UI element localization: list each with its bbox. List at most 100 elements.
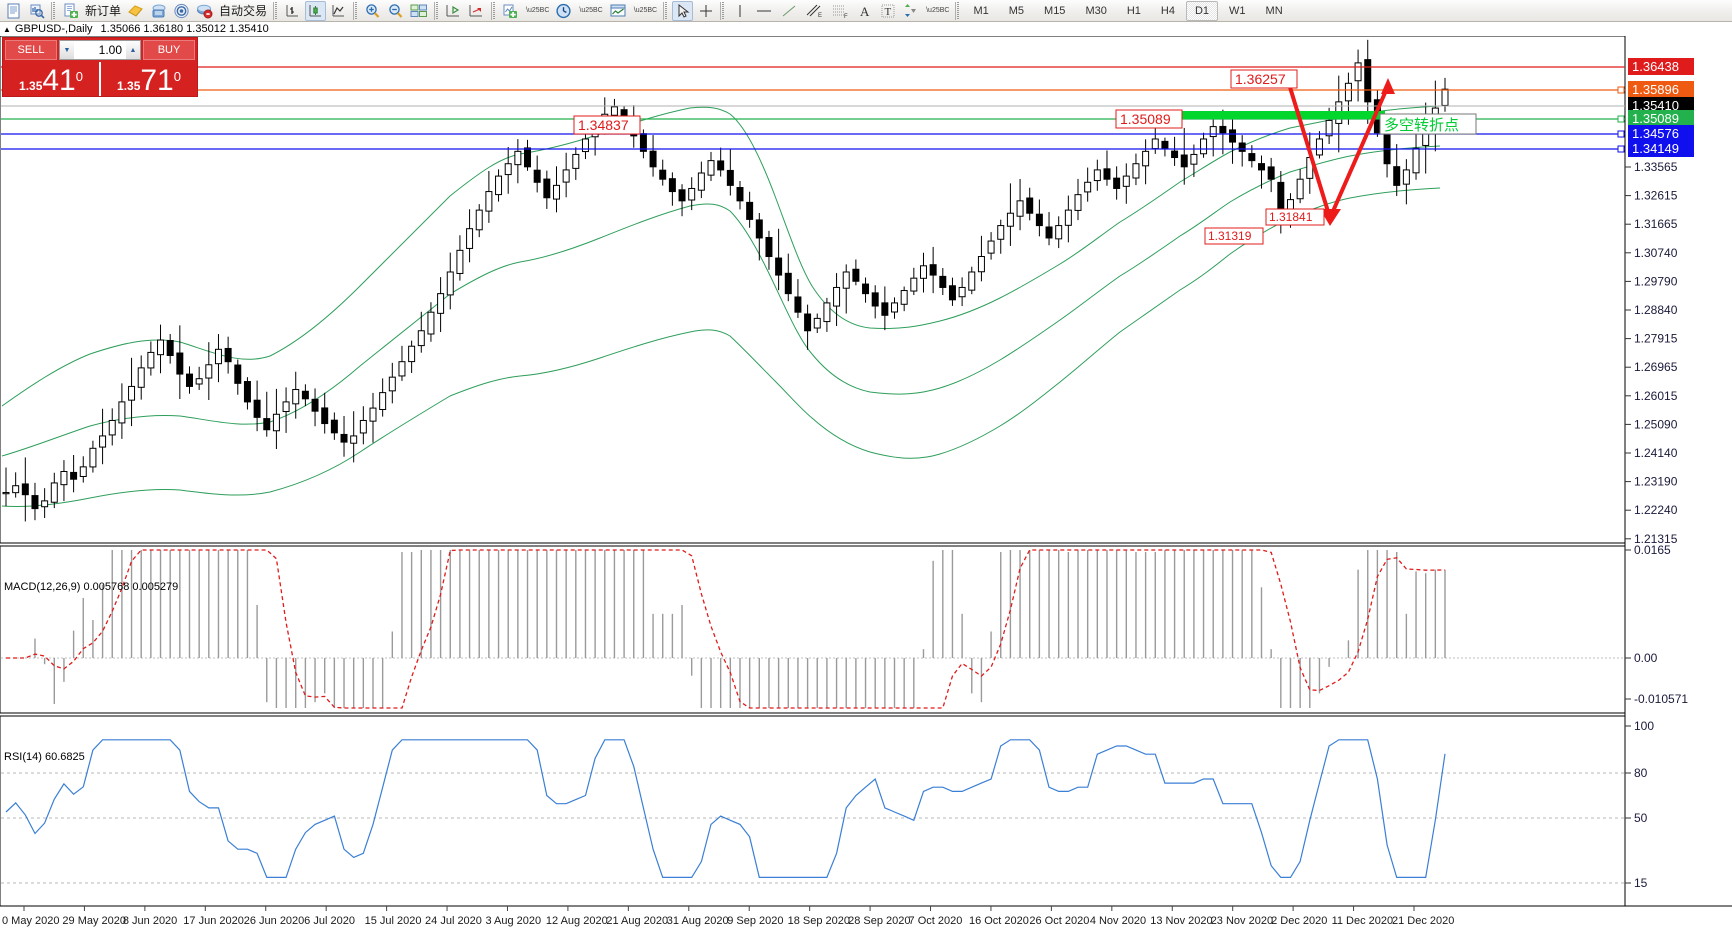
new-order-icon[interactable] [60,1,81,21]
price-axis-label: 1.33565 [1634,160,1678,174]
candle-body [997,225,1005,240]
zoom-in-icon[interactable] [362,1,383,21]
volume-decrease-icon[interactable]: ▼ [60,41,74,59]
templates-dropdown-caret[interactable]: \u25BC [633,7,658,14]
candle-body [939,275,947,288]
sell-button[interactable]: SELL [5,40,57,60]
volume-increase-icon[interactable]: ▲ [126,41,140,59]
line-chart-icon[interactable] [328,1,349,21]
templates-icon[interactable] [607,1,629,21]
text-icon[interactable]: A [854,1,875,21]
timeframe-mn[interactable]: MN [1265,5,1283,17]
time-axis-label: 26 Oct 2020 [1029,915,1089,927]
candle-body [1064,209,1072,226]
candle-body [755,219,763,239]
candle-body [1093,169,1101,182]
time-axis-label: 2 Dec 2020 [1271,915,1327,927]
timeframe-m30[interactable]: M30 [1085,5,1107,17]
timeframe-m15[interactable]: M15 [1044,5,1066,17]
candle-body [1026,197,1034,214]
timeframe-m1[interactable]: M1 [973,5,989,17]
sell-price[interactable]: 1.35 41 0 [3,62,99,96]
toolbar-separator [273,1,279,20]
signals-icon[interactable] [171,1,192,21]
candle-body [31,495,39,510]
macd-axis-label: 0.00 [1634,651,1658,665]
horizontal-line-icon[interactable] [752,1,776,21]
candle-body [891,302,899,313]
vertical-line-icon[interactable] [729,1,750,21]
collapse-triangle-icon[interactable]: ▲ [3,24,11,34]
macd-signal-line [6,549,1446,709]
time-axis-label: 28 Sep 2020 [848,915,910,927]
rsi-title: RSI(14) 60.6825 [4,751,85,763]
timeframe-h4[interactable]: H4 [1160,5,1175,17]
time-axis-label: 7 Oct 2020 [909,915,963,927]
candle-body [417,330,425,347]
timeframe-clock-icon[interactable] [553,1,574,21]
market-book-icon[interactable] [148,1,169,21]
time-axis-label: 29 May 2020 [62,915,126,927]
price-axis-label: 1.27915 [1634,332,1678,346]
arrows-dropdown-caret[interactable]: \u25BC [926,7,950,14]
svg-text:T: T [884,6,891,18]
autotrading-label[interactable]: 自动交易 [219,4,268,18]
trendline-icon[interactable] [778,1,800,21]
rsi-axis-label: 15 [1634,876,1648,890]
one-click-price-row: 1.35 41 0 1.35 71 0 [3,62,197,96]
candle-body [746,201,754,220]
equidistant-channel-icon[interactable]: E [802,1,826,21]
symbol-info-bar: ▲ GBPUSD-,Daily 1.35066 1.36180 1.35012 … [0,22,1732,36]
candle-body [1315,138,1323,156]
candle-body [736,187,744,202]
indicators-icon[interactable] [500,1,521,21]
chart-canvas[interactable]: 1.34837 1.36257 1.35089 1.31319 1.31841 [0,36,1732,942]
indicators-dropdown-caret[interactable]: \u25BC [526,7,550,14]
tile-windows-icon[interactable] [408,1,430,21]
autotrading-icon[interactable] [194,1,215,21]
new-chart-icon[interactable] [3,1,24,21]
toolbar-separator [955,1,961,20]
volume-stepper[interactable]: ▼ 1.00 ▲ [59,40,141,60]
chart-area[interactable]: 1.34837 1.36257 1.35089 1.31319 1.31841 [0,36,1732,942]
metaeditor-icon[interactable] [125,1,146,21]
timeframe-dropdown-caret[interactable]: \u25BC [579,7,603,14]
candlestick-chart-icon[interactable] [305,0,327,21]
candle-body [649,150,657,168]
candle-body [697,172,705,191]
candle-body [89,447,97,468]
macd-panel [1,549,1624,709]
shift-chart-icon[interactable] [443,1,464,21]
bar-chart-icon[interactable] [282,1,303,21]
time-axis-label: 8 Jun 2020 [123,915,177,927]
timeframe-w1[interactable]: W1 [1229,5,1246,17]
buy-price[interactable]: 1.35 71 0 [99,62,197,96]
volume-value[interactable]: 1.00 [98,43,122,57]
candle-body [1267,166,1275,180]
cursor-icon[interactable] [672,0,694,21]
candle-body [137,367,145,388]
candle-body [1296,178,1304,200]
candle-body [41,500,49,508]
timeframe-h1[interactable]: H1 [1126,5,1141,17]
buy-button[interactable]: BUY [143,40,195,60]
candle-body [504,163,512,176]
auto-scroll-icon[interactable] [466,1,487,21]
new-order-label[interactable]: 新订单 [85,4,122,18]
candle-body [60,470,68,486]
bollinger-middle [1,145,1441,457]
zoom-out-icon[interactable] [385,1,406,21]
arrows-icon[interactable] [900,1,921,21]
fibonacci-icon[interactable]: F [828,1,852,21]
candle-body [321,407,329,425]
sell-fraction: 0 [75,69,83,84]
profile-magnifier-icon[interactable] [26,1,47,21]
timeframe-m5[interactable]: M5 [1008,5,1025,17]
timeframe-d1[interactable]: D1 [1185,0,1219,21]
candle-body [1412,147,1420,174]
candle-body [1383,130,1391,165]
crosshair-icon[interactable] [695,1,716,21]
text-label-icon[interactable]: T [877,1,898,21]
candle-body [437,293,445,314]
